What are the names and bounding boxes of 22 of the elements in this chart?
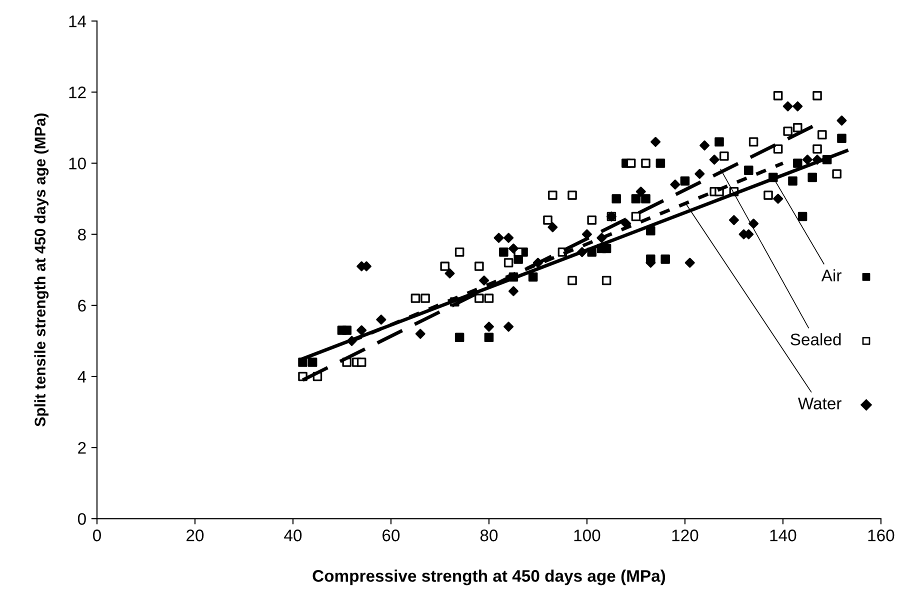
x-tick-label: 20	[186, 530, 204, 542]
annotation: Air	[821, 269, 842, 282]
y-tick-label: 10	[69, 158, 86, 170]
y-tick-label: 6	[78, 300, 86, 312]
y-tick-label: 0	[78, 513, 86, 525]
x-tick-label: 80	[480, 530, 498, 542]
x-tick-label: 0	[93, 530, 101, 542]
x-axis-title: Compressive strength at 450 days age (MPa)	[312, 570, 666, 586]
x-tick-label: 100	[574, 530, 600, 542]
x-tick-label: 140	[770, 530, 796, 542]
x-tick-label: 60	[382, 530, 400, 542]
y-tick-label: 12	[69, 86, 86, 98]
y-tick-label: 4	[78, 371, 86, 383]
x-tick-label: 40	[284, 530, 302, 542]
y-tick-label: 14	[69, 16, 86, 28]
x-tick-label: 160	[868, 530, 894, 542]
annotation: Sealed	[790, 333, 841, 346]
y-tick-label: 8	[78, 228, 86, 241]
y-axis-title: Split tensile strength at 450 days age (MPa)	[34, 114, 49, 426]
annotation: Water	[798, 398, 842, 410]
x-tick-label: 120	[672, 530, 698, 542]
y-tick-label: 2	[78, 442, 86, 454]
